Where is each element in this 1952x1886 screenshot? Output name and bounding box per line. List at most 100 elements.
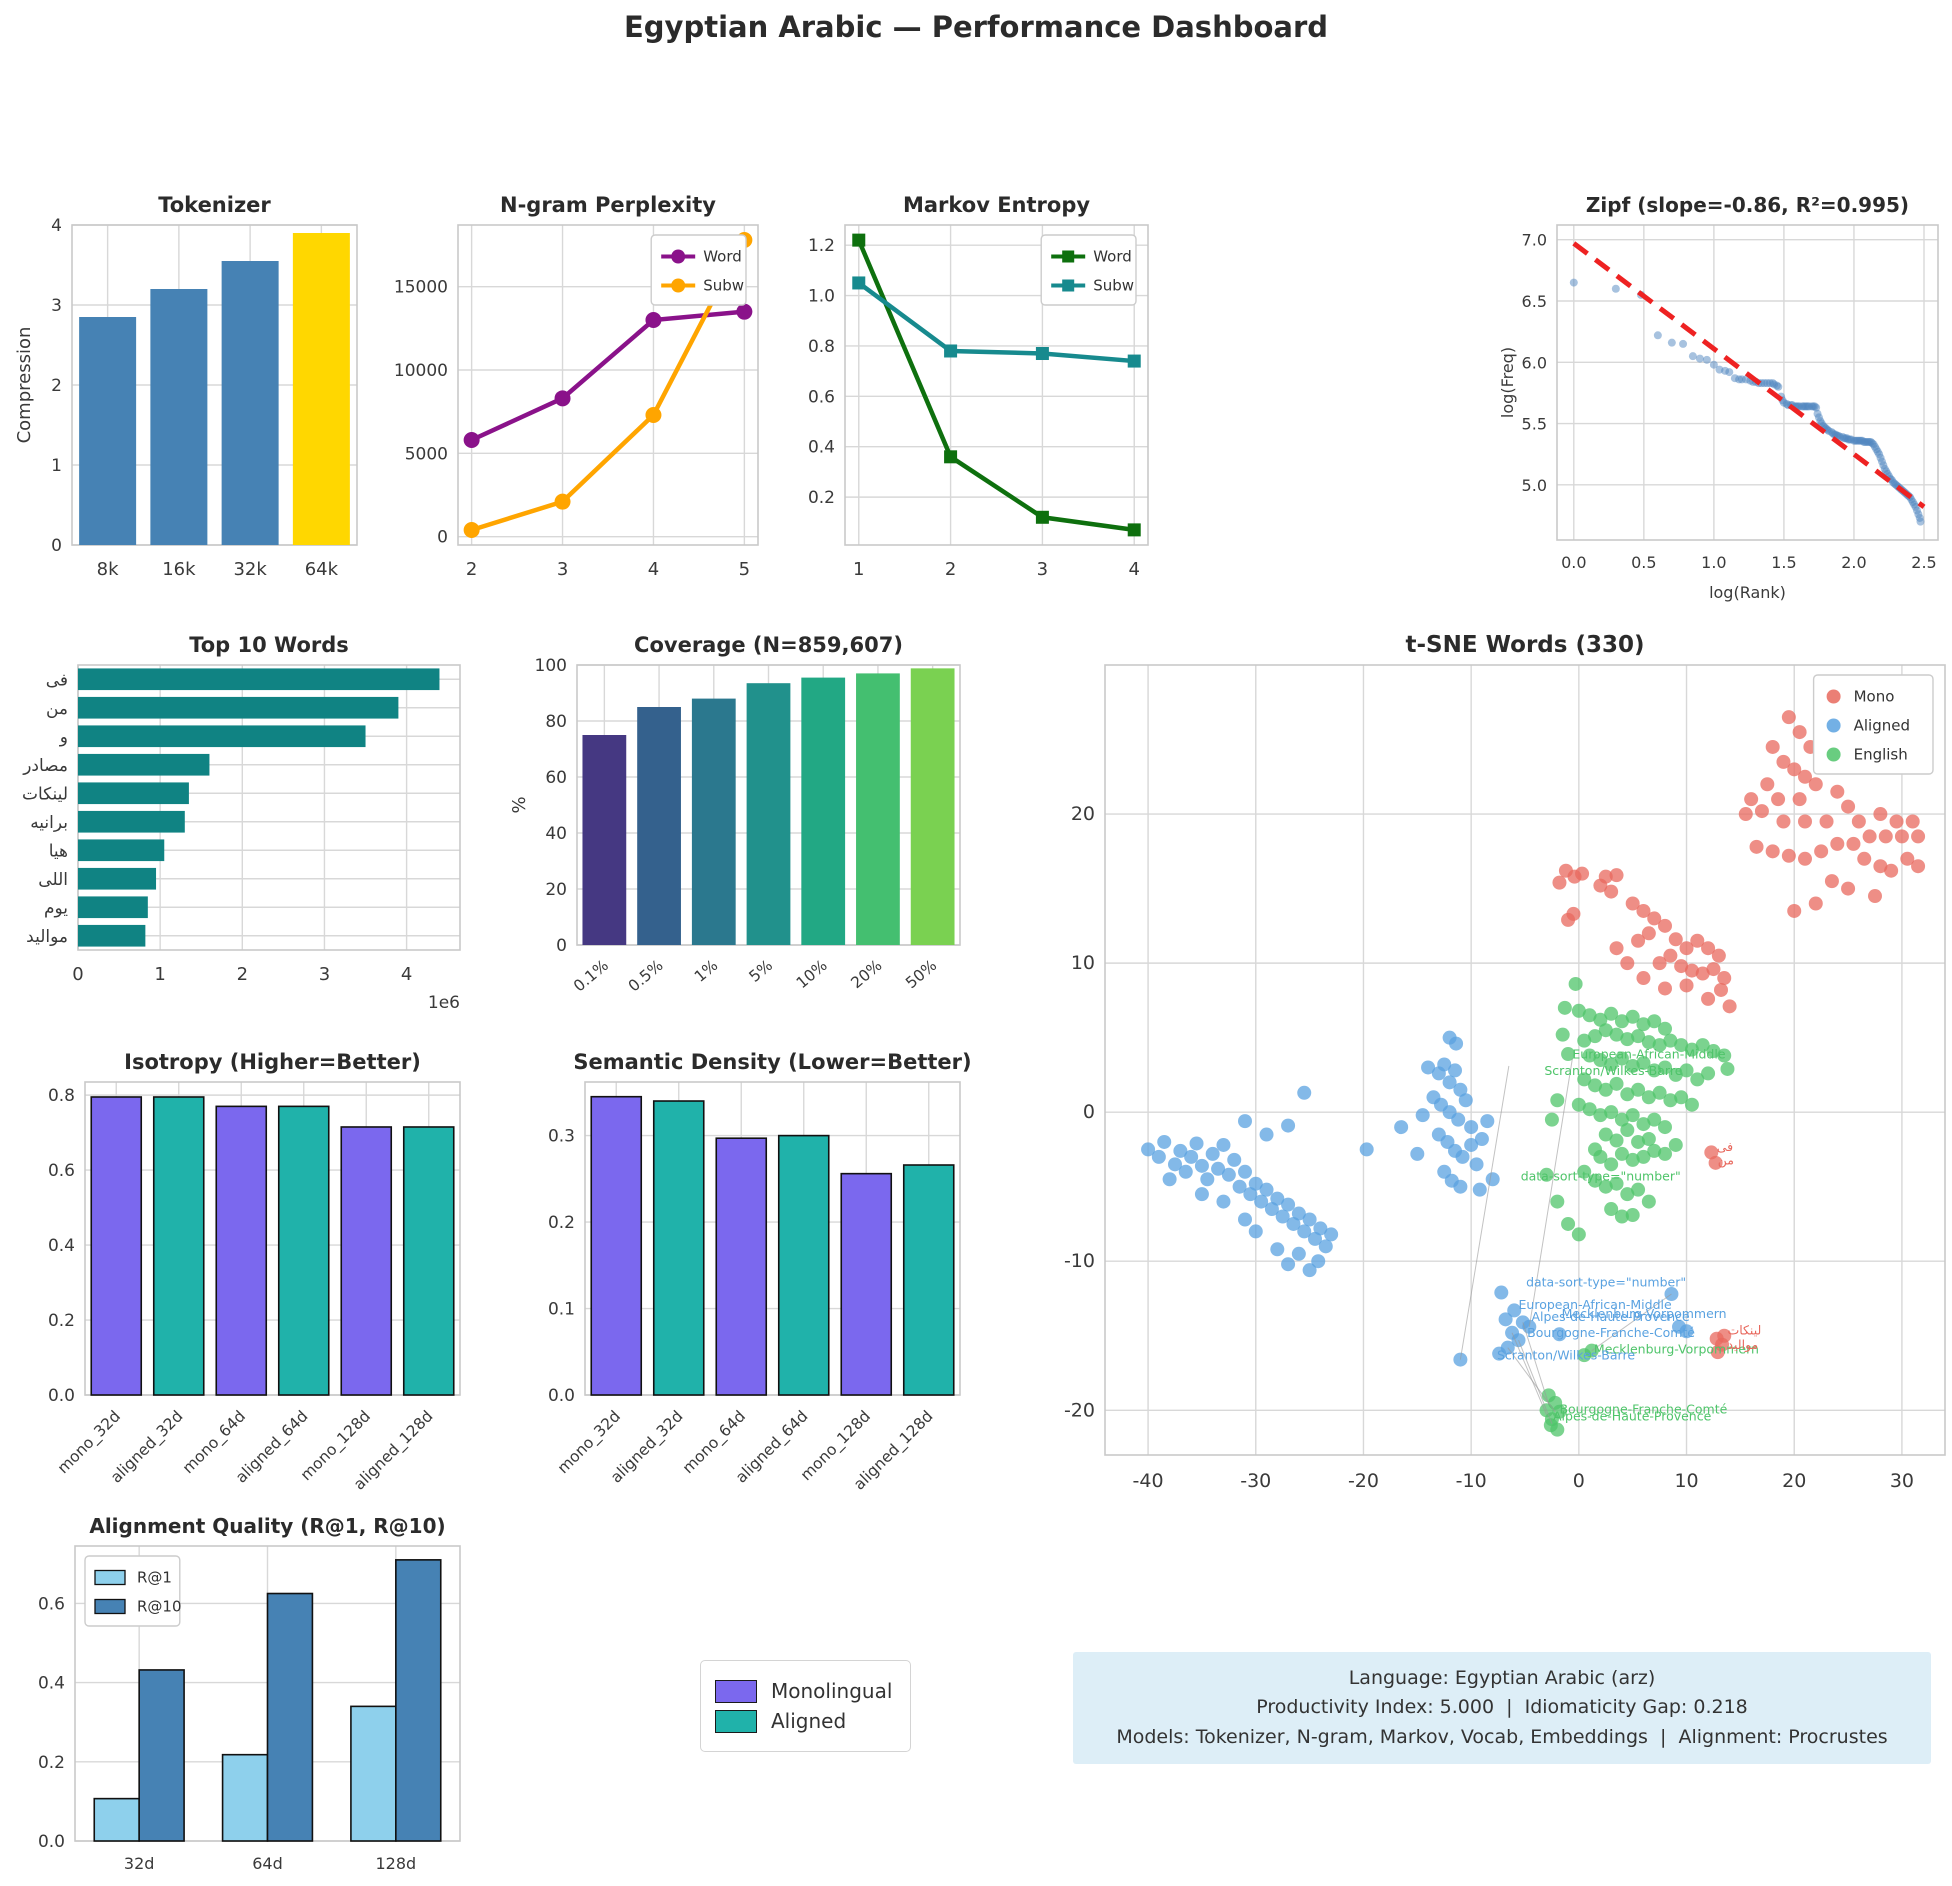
isotropy-plot: 0.00.20.40.60.8mono_32daligned_32dmono_6… [48,1050,461,1494]
isotropy-bar-aligned_64d [277,1105,330,1396]
svg-text:0.0: 0.0 [38,1832,65,1852]
svg-text:مواليد: مواليد [26,927,68,947]
svg-text:2: 2 [51,376,62,396]
svg-text:Alpes-de-Haute-Provence: Alpes-de-Haute-Provence [1553,1409,1712,1424]
ngram-line-Subw [470,238,747,533]
ngram-plot: 0 5000 10000 15000 2 3 4 5 Word Subw N-gram Perple… [394,193,759,580]
svg-text:Tokenizer: Tokenizer [158,193,271,217]
svg-text:2: 2 [466,559,477,580]
svg-text:اللى: اللى [38,870,68,890]
alignment-R@1-bar-128d [350,1705,397,1842]
svg-text:R@1: R@1 [137,1569,172,1587]
svg-text:2: 2 [945,559,956,580]
svg-text:20: 20 [1071,803,1095,825]
svg-text:Compression: Compression [14,327,35,444]
info-models: Models: Tokenizer, N-gram, Markov, Vocab… [1116,1725,1888,1748]
svg-text:1.0: 1.0 [1701,553,1726,572]
svg-text:Semantic Density (Lower=Better: Semantic Density (Lower=Better) [573,1050,970,1074]
monolingual-label: Monolingual [771,1679,893,1703]
aligned-label: Aligned [771,1709,847,1733]
info-box: Language: Egyptian Arabic (arz) Producti… [1073,1652,1931,1765]
svg-text:0.8: 0.8 [808,337,835,357]
isotropy-bar-mono_32d [90,1096,143,1396]
svg-text:4: 4 [401,964,412,985]
svg-text:و: و [59,727,68,747]
legend-entry-monolingual: Monolingual [715,1679,892,1703]
markov-line-Word [856,239,1135,533]
svg-text:0: 0 [1083,1101,1095,1123]
svg-text:Bourgogne-Franche-Comté: Bourgogne-Franche-Comté [1527,1325,1695,1340]
svg-text:5%: 5% [746,956,776,986]
svg-text:5000: 5000 [405,444,448,464]
svg-text:20: 20 [1782,1470,1806,1492]
legend-entry-aligned: Aligned [715,1709,892,1733]
svg-text:0: 0 [72,964,83,985]
isotropy-bar-aligned_32d [152,1096,205,1396]
svg-text:Mecklenburg-Vorpommern: Mecklenburg-Vorpommern [1562,1306,1727,1321]
svg-text:Scranton/Wilkes-Barre: Scranton/Wilkes-Barre [1497,1348,1635,1363]
svg-text:يوم: يوم [44,898,68,918]
svg-text:Alpes-de-Haute-Provence: Alpes-de-Haute-Provence [1531,1309,1690,1324]
coverage-bar-0.5% [637,707,681,945]
alignment-R@10-bar-128d [395,1559,442,1842]
svg-text:128d: 128d [375,1854,416,1873]
svg-text:Top 10 Words: Top 10 Words [189,633,349,657]
top10-bar-5 [78,810,185,833]
tokenizer-plot: 0 1 2 3 4 8k 16k 32k 64k Compression Tokenizer [14,193,358,580]
svg-text:32d: 32d [124,1854,155,1873]
markov-plot: 0.2 0.4 0.6 0.8 1.0 1.2 1 2 3 4 Word Subw Markov Ent… [808,193,1149,580]
info-language: Language: Egyptian Arabic (arz) [1348,1667,1656,1689]
aligned-swatch [715,1709,757,1733]
svg-text:0.2: 0.2 [548,1213,575,1233]
svg-text:3: 3 [1037,559,1048,580]
tokenizer-bar-8k [79,317,137,545]
svg-text:برانيه: برانيه [30,813,68,833]
svg-text:1: 1 [51,456,62,476]
svg-text:European-African-Middle: European-African-Middle [1519,1297,1672,1312]
svg-text:من: من [1718,1152,1734,1168]
chart-tsne: European-African-Middle Scranton/Wilkes-B… [1020,618,1952,1533]
svg-text:-10: -10 [1456,1470,1487,1492]
tsne-plot: European-African-Middle Scranton/Wilkes-B… [1064,632,1946,1492]
svg-text:20%: 20% [848,956,886,992]
alignment-R@1-bar-64d [221,1753,269,1842]
svg-text:1: 1 [154,964,165,985]
svg-text:2.0: 2.0 [1841,553,1866,572]
svg-text:30: 30 [1890,1470,1914,1492]
isotropy-bar-mono_128d [340,1126,393,1396]
svg-text:Bourgogne-Franche-Comté: Bourgogne-Franche-Comté [1559,1401,1727,1416]
svg-text:1.2: 1.2 [808,236,835,256]
svg-text:فى: فى [1717,1139,1733,1154]
svg-text:6.5: 6.5 [1522,292,1547,311]
svg-text:-40: -40 [1133,1470,1164,1492]
isotropy-bar-mono_64d [215,1105,268,1396]
tokenizer-bar-64k [292,233,350,545]
svg-text:0.5%: 0.5% [625,956,667,995]
svg-text:Mecklenburg-Vorpommern: Mecklenburg-Vorpommern [1594,1342,1759,1357]
svg-text:32k: 32k [233,559,267,580]
zipf-fit-line [1572,241,1926,509]
svg-text:16k: 16k [162,559,196,580]
svg-text:3: 3 [557,559,568,580]
svg-text:Scranton/Wilkes-Barre: Scranton/Wilkes-Barre [1544,1063,1682,1078]
svg-text:-10: -10 [1064,1250,1095,1272]
svg-text:هيا: هيا [49,841,68,861]
svg-text:log(Freq): log(Freq) [1498,347,1517,418]
svg-text:0.6: 0.6 [48,1161,75,1181]
tsne-points-English [1539,976,1735,1437]
svg-text:10000: 10000 [394,361,448,381]
top10-bar-4 [78,782,189,805]
svg-text:7.0: 7.0 [1522,231,1547,250]
monolingual-swatch [715,1679,757,1703]
figure-legend: Monolingual Aligned [700,1660,912,1752]
svg-text:-20: -20 [1064,1399,1095,1421]
chart-top10: فى من و مصادر لينكات برانيه هيا اللى يوم مواليد 0 1… [10,618,472,1018]
svg-text:0: 0 [1573,1470,1585,1492]
isotropy-bar-aligned_128d [402,1126,455,1396]
coverage-bar-10% [801,677,846,945]
semantic-plot: 0.00.10.20.3mono_32daligned_32dmono_64da… [548,1050,970,1494]
top10-bar-3 [78,753,210,776]
svg-text:Word: Word [1093,248,1132,266]
svg-text:0.4: 0.4 [808,438,835,458]
